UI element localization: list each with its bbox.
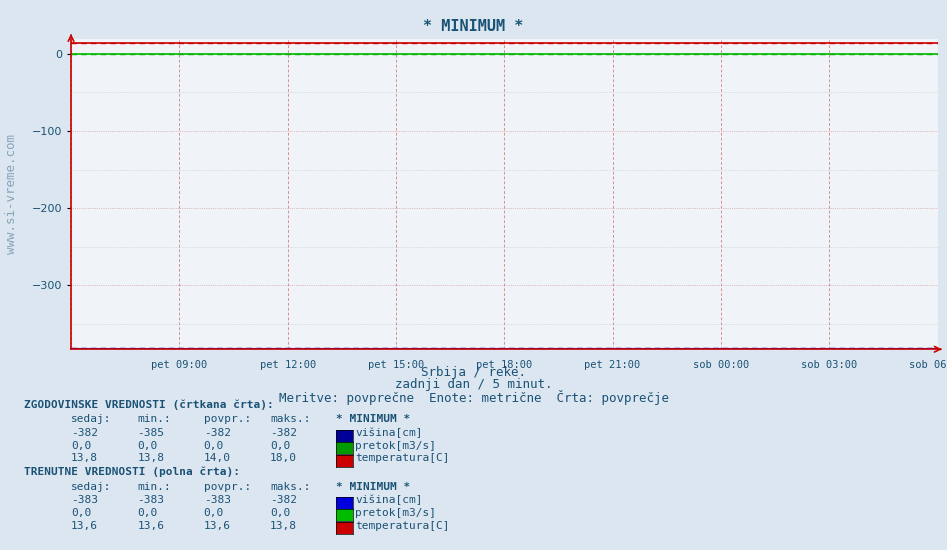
Text: temperatura[C]: temperatura[C] xyxy=(355,520,450,531)
Text: * MINIMUM *: * MINIMUM * xyxy=(423,19,524,34)
Text: 13,6: 13,6 xyxy=(204,520,231,531)
Text: maks.:: maks.: xyxy=(270,414,311,425)
Text: maks.:: maks.: xyxy=(270,481,311,492)
Text: 13,6: 13,6 xyxy=(137,520,165,531)
Text: pet 15:00: pet 15:00 xyxy=(367,360,424,370)
Text: -382: -382 xyxy=(204,428,231,438)
Text: pet 09:00: pet 09:00 xyxy=(152,360,207,370)
Text: -382: -382 xyxy=(71,428,98,438)
Text: pet 18:00: pet 18:00 xyxy=(476,360,532,370)
Text: ZGODOVINSKE VREDNOSTI (črtkana črta):: ZGODOVINSKE VREDNOSTI (črtkana črta): xyxy=(24,400,274,410)
Text: zadnji dan / 5 minut.: zadnji dan / 5 minut. xyxy=(395,378,552,391)
Text: 0,0: 0,0 xyxy=(71,508,91,518)
Text: 0,0: 0,0 xyxy=(71,441,91,451)
Text: -382: -382 xyxy=(270,428,297,438)
Text: -383: -383 xyxy=(204,495,231,505)
Text: pretok[m3/s]: pretok[m3/s] xyxy=(355,508,437,518)
Text: 0,0: 0,0 xyxy=(204,508,223,518)
Text: sob 06:00: sob 06:00 xyxy=(909,360,947,370)
Text: 13,6: 13,6 xyxy=(71,520,98,531)
Text: 0,0: 0,0 xyxy=(270,441,290,451)
Text: 0,0: 0,0 xyxy=(270,508,290,518)
Text: sob 00:00: sob 00:00 xyxy=(693,360,749,370)
Text: 0,0: 0,0 xyxy=(204,441,223,451)
Text: 13,8: 13,8 xyxy=(137,453,165,464)
Text: Srbija / reke.: Srbija / reke. xyxy=(421,366,526,379)
Text: pretok[m3/s]: pretok[m3/s] xyxy=(355,441,437,451)
Text: min.:: min.: xyxy=(137,481,171,492)
Text: pet 21:00: pet 21:00 xyxy=(584,360,641,370)
Text: -383: -383 xyxy=(137,495,165,505)
Text: www.si-vreme.com: www.si-vreme.com xyxy=(5,134,18,254)
Text: 13,8: 13,8 xyxy=(270,520,297,531)
Text: pet 12:00: pet 12:00 xyxy=(259,360,315,370)
Text: min.:: min.: xyxy=(137,414,171,425)
Text: povpr.:: povpr.: xyxy=(204,481,251,492)
Text: sob 03:00: sob 03:00 xyxy=(801,360,857,370)
Text: 0,0: 0,0 xyxy=(137,441,157,451)
Text: povpr.:: povpr.: xyxy=(204,414,251,425)
Text: 14,0: 14,0 xyxy=(204,453,231,464)
Text: * MINIMUM *: * MINIMUM * xyxy=(336,414,410,425)
Text: višina[cm]: višina[cm] xyxy=(355,428,422,438)
Text: -383: -383 xyxy=(71,495,98,505)
Text: Meritve: povprečne  Enote: metrične  Črta: povprečje: Meritve: povprečne Enote: metrične Črta:… xyxy=(278,390,669,405)
Text: 13,8: 13,8 xyxy=(71,453,98,464)
Text: * MINIMUM *: * MINIMUM * xyxy=(336,481,410,492)
Text: sedaj:: sedaj: xyxy=(71,414,112,425)
Text: temperatura[C]: temperatura[C] xyxy=(355,453,450,464)
Text: 18,0: 18,0 xyxy=(270,453,297,464)
Text: -382: -382 xyxy=(270,495,297,505)
Text: višina[cm]: višina[cm] xyxy=(355,495,422,505)
Text: TRENUTNE VREDNOSTI (polna črta):: TRENUTNE VREDNOSTI (polna črta): xyxy=(24,467,240,477)
Text: 0,0: 0,0 xyxy=(137,508,157,518)
Text: -385: -385 xyxy=(137,428,165,438)
Text: sedaj:: sedaj: xyxy=(71,481,112,492)
